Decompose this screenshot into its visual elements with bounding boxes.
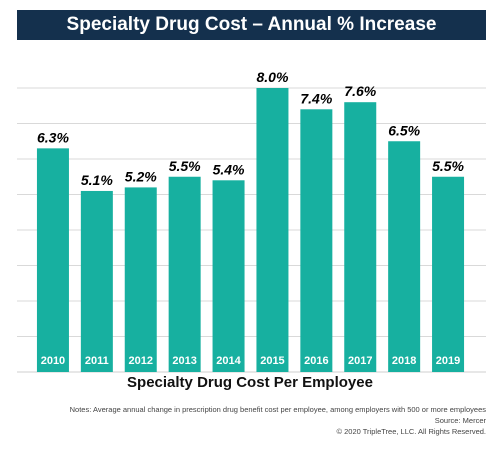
category-label-2011: 2011 [85,355,109,367]
notes-text: Notes: Average annual change in prescrip… [69,405,486,414]
category-label-2017: 2017 [348,355,372,367]
bar-2015 [256,88,289,372]
bar-2012 [124,187,157,372]
value-label-2011: 5.1% [81,172,113,188]
value-label-2015: 8.0% [256,69,288,85]
value-label-2014: 5.4% [213,161,245,177]
bar-2017 [344,102,377,372]
value-label-2019: 5.5% [432,158,464,174]
category-label-2013: 2013 [172,355,196,367]
category-label-2014: 2014 [216,355,241,367]
value-label-2012: 5.2% [125,168,157,184]
chart-notes: Notes: Average annual change in prescrip… [6,404,486,437]
bar-2014 [212,180,245,372]
bar-2010 [36,148,69,372]
bar-2018 [388,141,421,372]
copyright-text: © 2020 TripleTree, LLC. All Rights Reser… [336,427,486,436]
category-label-2019: 2019 [436,355,460,367]
category-label-2012: 2012 [129,355,153,367]
bar-2016 [300,109,333,373]
value-label-2016: 7.4% [300,90,332,106]
category-label-2018: 2018 [392,355,416,367]
category-label-2015: 2015 [260,355,284,367]
bar-2013 [168,176,201,372]
value-label-2010: 6.3% [37,129,69,145]
category-label-2016: 2016 [304,355,328,367]
bar-2011 [80,190,113,372]
source-text: Source: Mercer [434,416,486,425]
bar-2019 [432,176,465,372]
chart-title: Specialty Drug Cost – Annual % Increase [17,10,486,40]
value-label-2018: 6.5% [388,122,420,138]
value-label-2013: 5.5% [169,158,201,174]
category-label-2010: 2010 [41,355,65,367]
value-label-2017: 7.6% [344,83,376,99]
x-axis-label: Specialty Drug Cost Per Employee [127,374,373,391]
